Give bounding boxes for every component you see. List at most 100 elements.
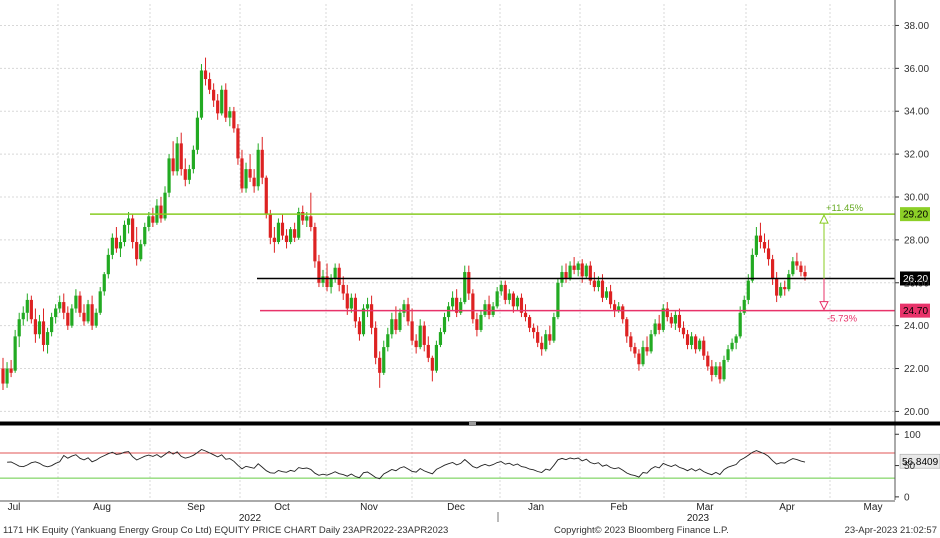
candle-body (511, 293, 515, 307)
chart-footer: 1171 HK Equity (Yankuang Energy Group Co… (0, 524, 940, 538)
year-label: 2022 (239, 513, 262, 524)
candle-body (515, 297, 520, 307)
candle-body (256, 149, 260, 187)
candle-body (580, 263, 584, 277)
candle (706, 351, 710, 371)
candle-body (426, 344, 430, 358)
candle (199, 64, 204, 120)
candle-body (187, 169, 191, 180)
candle (661, 304, 665, 333)
candle-body (750, 254, 754, 281)
candle (698, 338, 702, 352)
month-label: Dec (447, 502, 465, 513)
candle (584, 263, 588, 279)
candle (446, 302, 451, 322)
candle (33, 308, 38, 343)
candle (487, 295, 491, 320)
rsi-tick-label: 100 (904, 430, 921, 441)
candle-body (694, 336, 698, 350)
candle (779, 282, 783, 298)
candle (98, 287, 102, 315)
candle-body (212, 89, 216, 101)
candle (572, 257, 576, 275)
candle-body (653, 323, 657, 335)
candle-body (608, 291, 613, 305)
candle-body (698, 340, 702, 350)
candle (645, 336, 649, 356)
candle (147, 212, 151, 232)
candle-body (738, 312, 742, 337)
candle-body (74, 295, 78, 309)
candle-body (163, 192, 167, 219)
candle (341, 276, 345, 300)
candle-body (438, 332, 443, 345)
candle (122, 220, 127, 247)
candle (163, 186, 167, 221)
candle (738, 306, 742, 339)
candle (232, 106, 236, 133)
candle (155, 199, 159, 225)
candle-body (122, 224, 127, 243)
candle-body (527, 317, 532, 328)
candle-body (110, 237, 114, 255)
candle-body (13, 336, 17, 371)
candle (284, 229, 289, 249)
candle (272, 227, 276, 253)
candle-body (90, 304, 94, 326)
candle (641, 340, 645, 367)
candle-body (645, 347, 649, 352)
month-label: Feb (610, 502, 628, 513)
price-tick-label: 32.00 (904, 150, 929, 161)
candle (556, 278, 560, 320)
current-price-tag-bg (900, 271, 930, 286)
candle-body (191, 149, 195, 170)
candle-body (260, 149, 264, 178)
candle-body (386, 334, 390, 348)
candle (260, 136, 264, 185)
candle (248, 154, 252, 182)
candle-body (519, 297, 524, 313)
candle-body (803, 272, 807, 277)
candle-body (552, 317, 556, 341)
candle (540, 336, 544, 356)
candle-body (199, 70, 204, 118)
candle (576, 261, 580, 277)
candle-body (244, 169, 248, 189)
candle-body (714, 366, 718, 375)
candle-body (378, 357, 382, 373)
candle (386, 327, 390, 352)
candle (382, 340, 386, 375)
candle (507, 289, 511, 305)
candle-body (309, 216, 313, 228)
candle (369, 295, 374, 335)
candle-body (430, 357, 434, 371)
price-tick-label: 38.00 (904, 21, 929, 32)
downside-percent-label: -5.73% (827, 314, 858, 325)
candle (455, 289, 459, 318)
candle-body (349, 297, 353, 309)
candle (9, 359, 13, 378)
month-label: Jul (8, 502, 21, 513)
candle-body (617, 306, 621, 311)
candle (621, 304, 625, 324)
candle (730, 338, 734, 352)
candle (5, 362, 9, 388)
candle-body (455, 297, 459, 313)
candle (13, 329, 17, 373)
candle (50, 312, 54, 337)
grid-lines (0, 4, 895, 500)
candle (309, 192, 313, 232)
candle (365, 297, 370, 318)
candle-body (746, 280, 750, 300)
candle (70, 304, 74, 328)
candle (669, 312, 673, 328)
candle-body (766, 248, 771, 260)
candle (78, 291, 82, 318)
candle-body (313, 227, 317, 262)
candle-body (451, 297, 455, 307)
candle (301, 205, 305, 225)
candle-body (779, 287, 783, 296)
candle (754, 227, 758, 258)
price-tick-label: 24.00 (904, 321, 929, 332)
candle-body (297, 212, 301, 238)
